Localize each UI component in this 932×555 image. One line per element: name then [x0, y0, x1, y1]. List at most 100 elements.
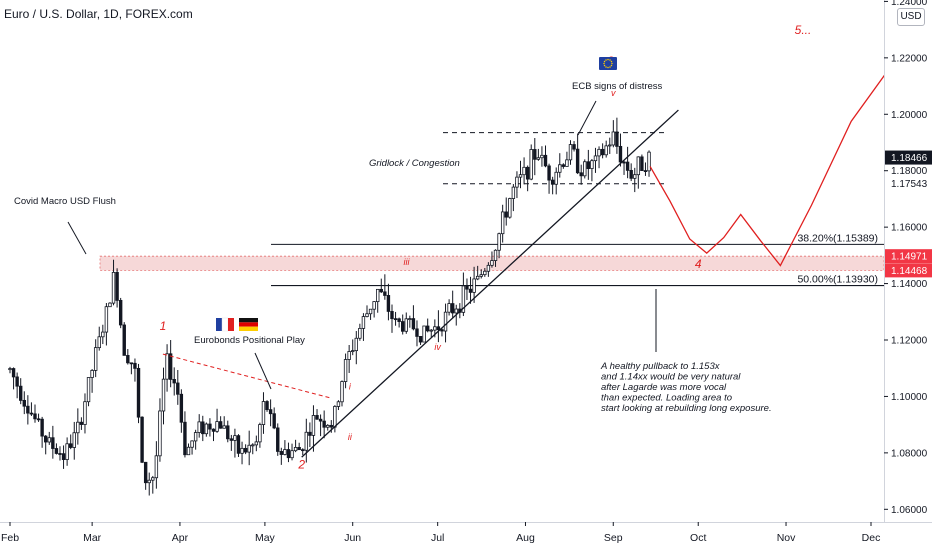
candle-body	[633, 174, 637, 179]
candle-body	[90, 370, 94, 378]
candle-body	[186, 446, 191, 456]
candle-body	[575, 148, 580, 174]
candle-body	[72, 432, 76, 448]
wave-label: i	[349, 381, 352, 391]
germany-flag-icon	[239, 318, 258, 323]
candle-body	[308, 431, 312, 436]
candle-body	[22, 399, 26, 407]
candle-body	[254, 441, 259, 446]
candle-body	[51, 437, 55, 449]
candle-body	[158, 410, 162, 457]
candle-body	[418, 336, 423, 343]
candle-body	[133, 362, 137, 369]
candle-body	[518, 174, 523, 178]
price-tick-label: 1.18000	[891, 166, 928, 177]
time-tick-label: Nov	[777, 532, 796, 544]
candle-body	[561, 164, 566, 167]
candle-body	[336, 401, 341, 407]
candle-body	[165, 353, 169, 380]
candle-body	[608, 144, 612, 147]
candle-body	[440, 329, 444, 332]
candle-body	[397, 318, 401, 322]
candle-body	[93, 347, 98, 371]
candle-body	[425, 325, 430, 332]
candle-body	[415, 328, 419, 337]
time-tick-label: Mar	[83, 532, 102, 544]
time-tick-label: Jul	[431, 532, 444, 544]
candle-body	[586, 161, 591, 169]
candle-body	[329, 424, 333, 428]
candle-body	[475, 275, 480, 280]
candle-body	[429, 329, 433, 332]
candle-body	[47, 437, 51, 443]
candle-body	[58, 453, 62, 455]
candle-body	[143, 461, 148, 484]
candle-body	[390, 311, 394, 320]
candle-body	[554, 171, 558, 185]
candle-body	[504, 211, 508, 218]
eu-flag-star	[609, 59, 611, 61]
candle-body	[240, 447, 244, 454]
candle-body	[625, 161, 630, 171]
price-tick-label: 1.22000	[891, 53, 928, 64]
candle-body	[268, 409, 273, 415]
candle-body	[447, 303, 451, 313]
candle-body	[218, 421, 223, 429]
candle-body	[286, 449, 291, 459]
candle-body	[147, 479, 151, 484]
candle-body	[343, 359, 348, 382]
resistance-dashed-line	[162, 353, 331, 399]
candle-body	[422, 325, 426, 343]
candle-body	[297, 447, 301, 451]
candle-body	[540, 154, 544, 159]
candle-body	[383, 291, 387, 296]
candle-body	[276, 427, 280, 452]
annotation-gridlock: Gridlock / Congestion	[369, 158, 460, 169]
candle-body	[261, 401, 266, 425]
candle-body	[301, 449, 305, 452]
eu-flag-star	[605, 59, 607, 61]
currency-button[interactable]: USD	[897, 8, 925, 26]
price-badge	[885, 150, 932, 165]
candle-body	[179, 393, 184, 423]
annotation-covid: Covid Macro USD Flush	[14, 196, 116, 207]
time-tick-label: Oct	[690, 532, 706, 544]
candle-body	[211, 428, 216, 432]
france-flag-icon	[216, 318, 222, 331]
candle-body	[468, 288, 473, 293]
candle-body	[611, 131, 616, 146]
wave-label: 5...	[795, 23, 812, 37]
candle-body	[79, 421, 84, 425]
candle-body	[393, 318, 398, 321]
price-tick-label: 1.08000	[891, 448, 928, 459]
candle-body	[351, 350, 355, 353]
candle-body	[615, 131, 619, 147]
candle-body	[333, 406, 337, 428]
candle-body	[111, 271, 116, 304]
candle-body	[450, 303, 455, 314]
eu-flag-icon	[599, 57, 617, 70]
candle-body	[15, 376, 19, 387]
annotation-note-line: after Lagarde was more vocal	[601, 382, 727, 393]
candle-body	[76, 421, 80, 434]
annotation-note-line: than expected. Loading area to	[601, 393, 732, 404]
candle-body	[83, 401, 87, 425]
candle-body	[68, 443, 73, 448]
candle-body	[215, 421, 219, 432]
candle-body	[19, 385, 23, 401]
candle-body	[233, 435, 237, 441]
candle-body	[29, 412, 34, 415]
time-tick-label: Aug	[516, 532, 535, 544]
candle-body	[122, 324, 126, 356]
candle-body	[129, 362, 134, 365]
candle-body	[590, 160, 594, 169]
candle-body	[293, 447, 298, 452]
candle-body	[222, 425, 226, 429]
candle-body	[379, 288, 383, 293]
candle-body	[44, 435, 48, 443]
eu-flag-star	[607, 66, 609, 69]
candle-body	[522, 166, 526, 176]
candle-body	[36, 418, 41, 421]
